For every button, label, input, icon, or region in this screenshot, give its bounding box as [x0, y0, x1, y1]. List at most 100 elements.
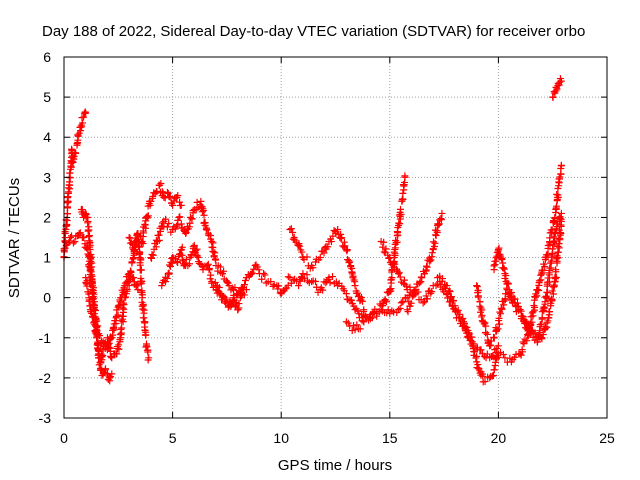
data-point — [554, 191, 562, 199]
data-point — [383, 309, 391, 317]
data-point — [393, 238, 401, 246]
data-point — [543, 319, 551, 327]
data-point — [397, 205, 405, 213]
data-point — [500, 301, 508, 309]
y-tick-label: 1 — [43, 250, 51, 266]
data-point — [199, 207, 207, 215]
series-arc-9 — [212, 261, 420, 326]
data-point — [478, 313, 486, 321]
series-arc-16 — [490, 209, 565, 346]
x-axis-title: GPS time / hours — [278, 457, 392, 474]
data-point — [522, 317, 530, 325]
data-point — [312, 278, 320, 286]
data-point — [550, 219, 558, 227]
chart-title: Day 188 of 2022, Sidereal Day-to-day VTE… — [42, 23, 585, 40]
data-point — [210, 252, 218, 260]
data-point — [395, 219, 403, 227]
data-point — [549, 245, 557, 253]
data-point — [557, 209, 565, 217]
data-point — [399, 298, 407, 306]
data-point — [172, 222, 180, 230]
data-point — [88, 279, 96, 287]
data-point — [223, 278, 231, 286]
data-point — [492, 257, 500, 265]
data-point — [437, 216, 445, 224]
data-point — [451, 302, 459, 310]
data-point — [66, 178, 74, 186]
data-point — [75, 229, 83, 237]
data-point — [432, 232, 440, 240]
data-point — [139, 240, 147, 248]
data-point — [118, 324, 126, 332]
data-point — [248, 269, 256, 277]
data-point — [169, 201, 177, 209]
data-point — [489, 372, 497, 380]
data-point — [546, 308, 554, 316]
data-point — [66, 169, 74, 177]
data-point — [491, 362, 499, 370]
data-point — [537, 276, 545, 284]
data-point — [65, 188, 73, 196]
data-point — [386, 254, 394, 262]
data-point — [397, 299, 405, 307]
series-arc-2 — [62, 229, 116, 385]
data-point — [85, 296, 93, 304]
data-point — [386, 286, 394, 294]
data-point — [495, 244, 503, 252]
data-point — [163, 275, 171, 283]
data-point — [506, 354, 514, 362]
data-point — [517, 351, 525, 359]
data-point — [230, 299, 238, 307]
data-point — [267, 278, 275, 286]
data-point — [470, 348, 478, 356]
data-point — [327, 238, 335, 246]
data-point — [76, 229, 84, 237]
data-point — [167, 262, 175, 270]
data-point — [419, 299, 427, 307]
data-point — [428, 288, 436, 296]
data-point — [553, 190, 561, 198]
data-point — [396, 304, 404, 312]
y-tick-label: 4 — [43, 129, 51, 145]
data-point — [518, 346, 526, 354]
data-point — [432, 282, 440, 290]
data-point — [83, 280, 91, 288]
x-ticks: 0 5 10 15 20 25 — [60, 57, 615, 446]
data-point — [162, 278, 170, 286]
data-point — [209, 248, 217, 256]
data-point — [505, 280, 513, 288]
data-point — [261, 271, 269, 279]
data-point — [289, 276, 297, 284]
data-point — [175, 213, 183, 221]
data-point — [205, 266, 213, 274]
data-point — [189, 207, 197, 215]
data-point — [147, 197, 155, 205]
data-point — [341, 242, 349, 250]
grid — [64, 57, 607, 418]
data-point — [157, 180, 165, 188]
data-point — [320, 249, 328, 257]
y-ticks: -3 -2 -1 0 1 2 3 4 5 6 — [39, 49, 607, 426]
data-point — [102, 365, 110, 373]
data-point — [309, 264, 317, 272]
data-point — [353, 321, 361, 329]
data-point — [529, 308, 537, 316]
data-point — [494, 342, 502, 350]
data-point — [200, 211, 208, 219]
data-point — [142, 224, 150, 232]
data-point — [395, 269, 403, 277]
series-arc-7 — [147, 197, 242, 299]
data-point — [507, 294, 515, 302]
data-point — [513, 299, 521, 307]
data-point — [236, 290, 244, 298]
data-point — [155, 231, 163, 239]
data-point — [528, 318, 536, 326]
data-point — [396, 273, 404, 281]
data-point — [550, 233, 558, 241]
data-point — [208, 278, 216, 286]
data-point — [174, 259, 182, 267]
data-point — [110, 326, 118, 334]
data-point — [357, 296, 365, 304]
data-point — [454, 306, 462, 314]
data-point — [163, 188, 171, 196]
